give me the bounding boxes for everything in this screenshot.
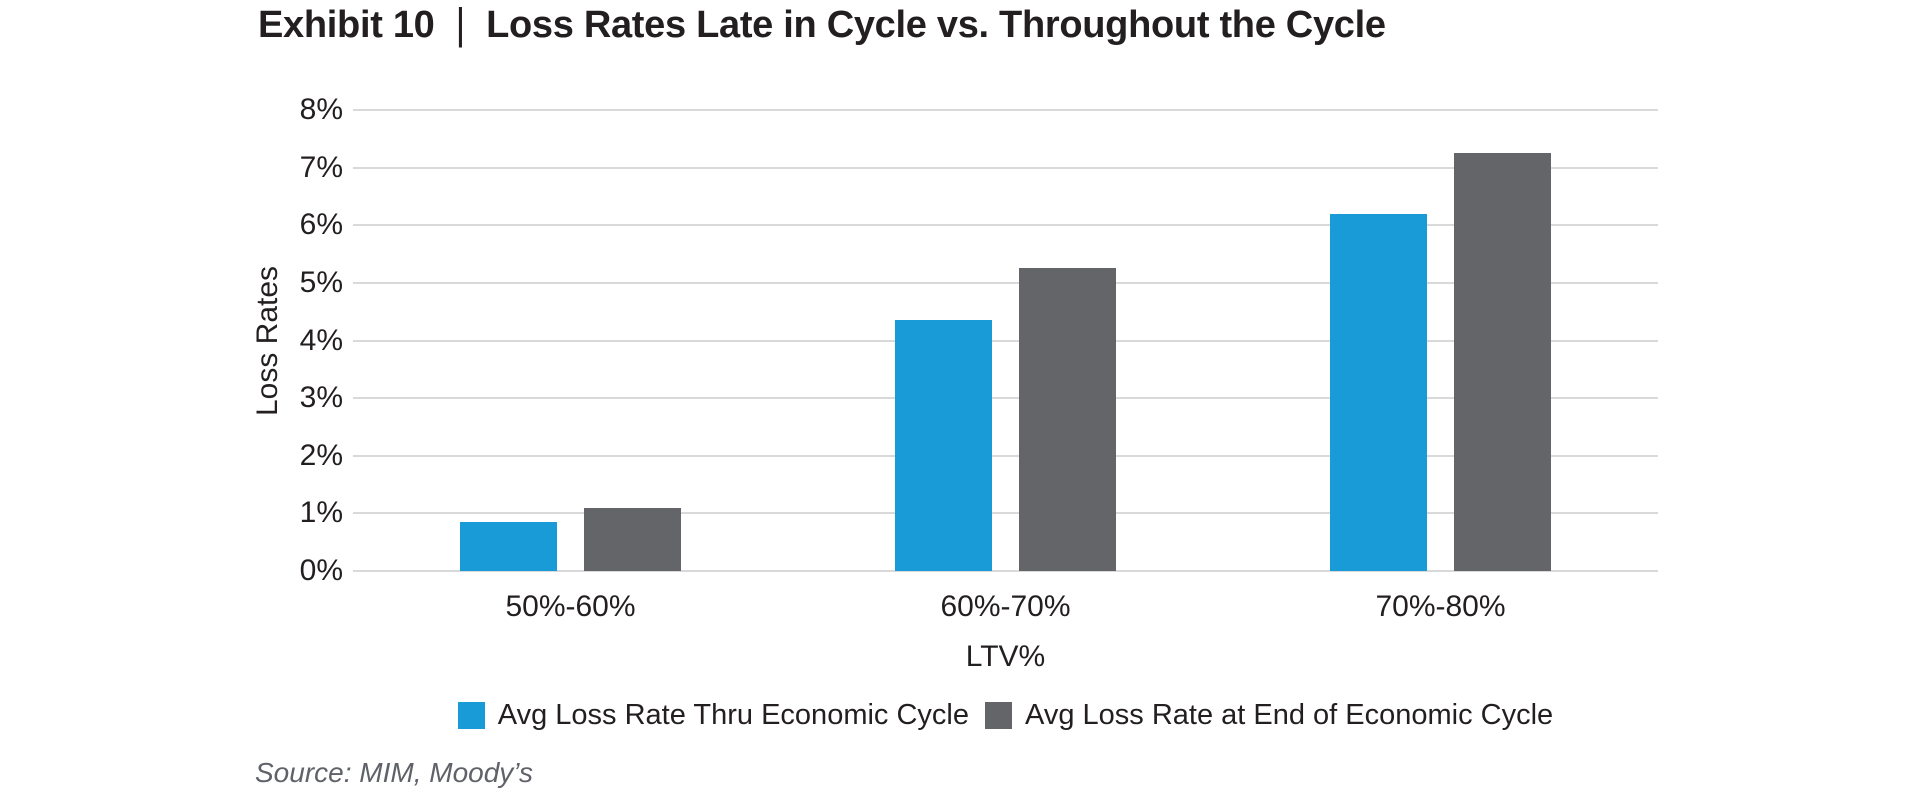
y-tick-label-3pct: 3% [299,381,343,415]
gridline-5pct [353,281,1658,284]
chart-title: Exhibit 10 | Loss Rates Late in Cycle vs. … [258,0,1386,50]
bar-series2-60pct-70pct [1019,268,1116,571]
y-tick-label-4pct: 4% [299,323,343,357]
y-tick-label-6pct: 6% [299,208,343,242]
gridline-1pct [353,512,1658,515]
legend-swatch-icon [985,702,1012,729]
bar-series2-70pct-80pct [1454,153,1551,571]
legend-label: Avg Loss Rate Thru Economic Cycle [497,699,969,731]
x-tick-label-60pct-70pct: 60%-70% [940,590,1071,623]
bar-series2-50pct-60pct [584,507,681,571]
bar-series1-60pct-70pct [895,320,992,571]
y-tick-label-8pct: 8% [299,93,343,126]
legend-swatch-icon [457,702,485,729]
gridline-4pct [353,339,1658,342]
exhibit-label: Exhibit 10 [258,4,435,46]
x-tick-label-70pct-80pct: 70%-80% [1375,590,1506,623]
bar-series1-70pct-80pct [1330,213,1427,571]
y-axis-tick-labels: 0% 1% 2% 3% 4% 5% 6% 7% 8% [0,93,343,587]
chart-title-text: Loss Rates Late in Cycle vs. Throughout … [486,4,1386,46]
bar-series1-50pct-60pct [460,522,557,571]
title-separator: | [455,0,466,50]
gridline-7pct [353,166,1658,169]
gridline-6pct [353,224,1658,227]
legend-item-1: Avg Loss Rate Thru Economic Cycle [457,699,969,732]
source-note: Source: MIM, Moody’s [255,757,534,788]
y-tick-label-7pct: 7% [299,150,343,184]
x-axis-title: LTV% [965,640,1046,673]
x-tick-label-50pct-60pct: 50%-60% [505,590,636,623]
y-tick-label-1pct: 1% [299,496,343,530]
gridline-3pct [353,397,1658,400]
plot-area [353,109,1658,572]
legend-label: Avg Loss Rate at End of Economic Cycle [1025,699,1554,731]
legend-item-2: Avg Loss Rate at End of Economic Cycle [985,699,1553,732]
legend: Avg Loss Rate Thru Economic Cycle Avg Los… [353,699,1658,732]
y-tick-label-0pct: 0% [299,554,343,587]
y-tick-label-5pct: 5% [299,265,343,299]
y-tick-label-2pct: 2% [299,438,343,472]
gridline-0pct [353,570,1658,572]
gridline-2pct [353,454,1658,457]
gridline-8pct [353,109,1658,111]
